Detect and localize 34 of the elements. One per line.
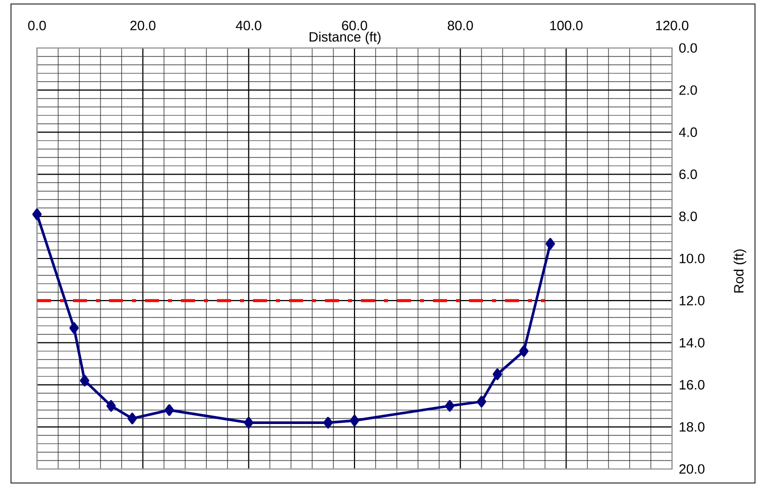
point xyxy=(546,238,555,250)
y-tick-label: 4.0 xyxy=(679,127,697,137)
y-tick-label: 0.0 xyxy=(679,43,697,53)
point xyxy=(323,416,333,428)
y-tick-label: 8.0 xyxy=(679,212,697,222)
point xyxy=(476,396,486,408)
y-tick-label: 6.0 xyxy=(679,170,697,180)
y-tick-label: 18.0 xyxy=(680,422,704,432)
point xyxy=(32,208,42,220)
x-tick-label: 100.0 xyxy=(550,20,583,30)
y-tick-label: 16.0 xyxy=(680,380,704,390)
x-axis-title: Distance (ft) xyxy=(310,32,381,44)
point xyxy=(244,416,254,428)
y-tick-label: 20.0 xyxy=(679,464,704,474)
point xyxy=(519,345,529,357)
x-tick-label: 120.0 xyxy=(656,20,688,30)
y-tick-label: 12.0 xyxy=(680,296,704,306)
y-tick-label: 2.0 xyxy=(679,85,697,95)
point xyxy=(350,414,360,426)
x-tick-label: 80.0 xyxy=(448,20,473,30)
point xyxy=(106,400,116,412)
x-tick-label: 60.0 xyxy=(342,20,368,30)
point xyxy=(492,368,502,380)
point xyxy=(445,400,454,412)
y-tick-label: 10.0 xyxy=(680,254,704,264)
y-tick-label: 14.0 xyxy=(680,338,704,348)
point xyxy=(128,412,137,424)
point xyxy=(80,374,90,386)
x-tick-label: 20.0 xyxy=(130,20,156,30)
y-axis-title: Rod (ft) xyxy=(734,249,746,293)
point xyxy=(69,322,79,334)
x-tick-label: 40.0 xyxy=(236,20,262,30)
x-tick-label: 0.0 xyxy=(28,20,46,30)
point xyxy=(164,404,174,416)
